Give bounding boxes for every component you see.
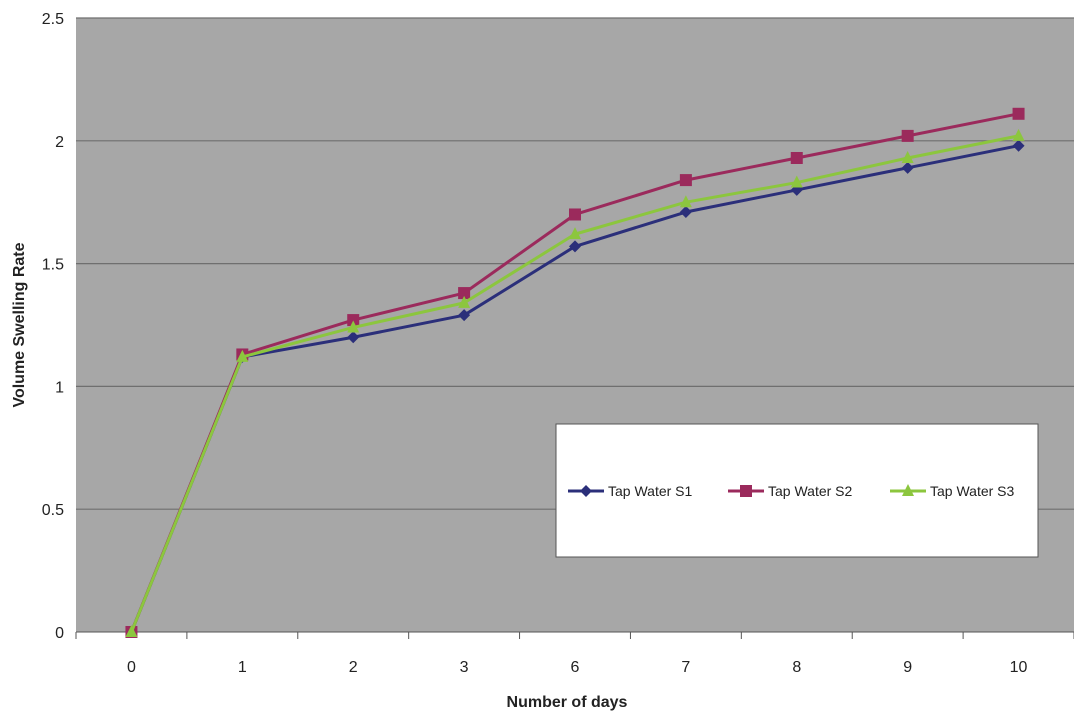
data-point bbox=[790, 151, 803, 164]
legend-box bbox=[555, 423, 1039, 558]
data-point bbox=[901, 129, 914, 142]
data-point bbox=[347, 320, 360, 333]
legend-marker bbox=[580, 485, 592, 497]
data-point bbox=[347, 314, 360, 327]
legend: Tap Water S1 Tap Water S2 Tap Water S3 bbox=[555, 423, 1039, 558]
legend-label: Tap Water S1 bbox=[608, 483, 693, 499]
data-point bbox=[1012, 107, 1025, 120]
legend-item: Tap Water S1 bbox=[568, 483, 693, 499]
legend-label: Tap Water S2 bbox=[768, 483, 853, 499]
data-point bbox=[569, 208, 581, 221]
data-point bbox=[679, 206, 692, 219]
x-tick-label: 8 bbox=[792, 659, 801, 676]
y-tick-label: 0.5 bbox=[42, 502, 64, 519]
data-point bbox=[347, 331, 360, 344]
y-tick-label: 0 bbox=[55, 625, 64, 642]
y-axis-title: Volume Swelling Rate bbox=[11, 242, 28, 407]
x-tick-labels: 0 1 2 3 6 7 8 9 10 bbox=[127, 659, 1028, 676]
data-point bbox=[569, 240, 581, 253]
x-axis-title: Number of days bbox=[507, 694, 628, 711]
legend-marker bbox=[902, 484, 914, 496]
y-tick-label: 2 bbox=[55, 134, 64, 151]
data-point bbox=[1012, 128, 1025, 141]
y-tick-label: 2.5 bbox=[42, 11, 64, 28]
series-layer bbox=[125, 107, 1025, 638]
x-tick-label: 10 bbox=[1010, 659, 1028, 676]
data-point bbox=[901, 150, 914, 163]
series-3 bbox=[125, 128, 1025, 637]
x-tick-label: 3 bbox=[460, 659, 469, 676]
data-point bbox=[236, 349, 249, 362]
data-point bbox=[125, 625, 138, 637]
legend-label: Tap Water S3 bbox=[930, 483, 1015, 499]
data-point bbox=[1012, 139, 1025, 152]
data-point bbox=[679, 195, 692, 208]
y-tick-label: 1 bbox=[55, 379, 64, 396]
x-tick-label: 1 bbox=[238, 659, 247, 676]
x-tick-label: 6 bbox=[571, 659, 580, 676]
y-tick-labels: 0 0.5 1 1.5 2 2.5 bbox=[42, 11, 64, 642]
x-tick-label: 2 bbox=[349, 659, 358, 676]
data-point bbox=[458, 295, 471, 308]
x-tick-label: 0 bbox=[127, 659, 136, 676]
y-tick-label: 1.5 bbox=[42, 257, 64, 274]
data-point bbox=[569, 227, 581, 240]
gridlines bbox=[75, 17, 1074, 639]
data-point bbox=[458, 309, 471, 322]
legend-item: Tap Water S3 bbox=[890, 483, 1015, 499]
x-tick-label: 9 bbox=[903, 659, 912, 676]
legend-marker bbox=[740, 485, 752, 497]
data-point bbox=[901, 161, 914, 174]
x-tick-label: 7 bbox=[681, 659, 690, 676]
data-point bbox=[458, 287, 471, 300]
data-point bbox=[790, 175, 803, 188]
legend-item: Tap Water S2 bbox=[728, 483, 853, 499]
data-point bbox=[679, 174, 692, 187]
